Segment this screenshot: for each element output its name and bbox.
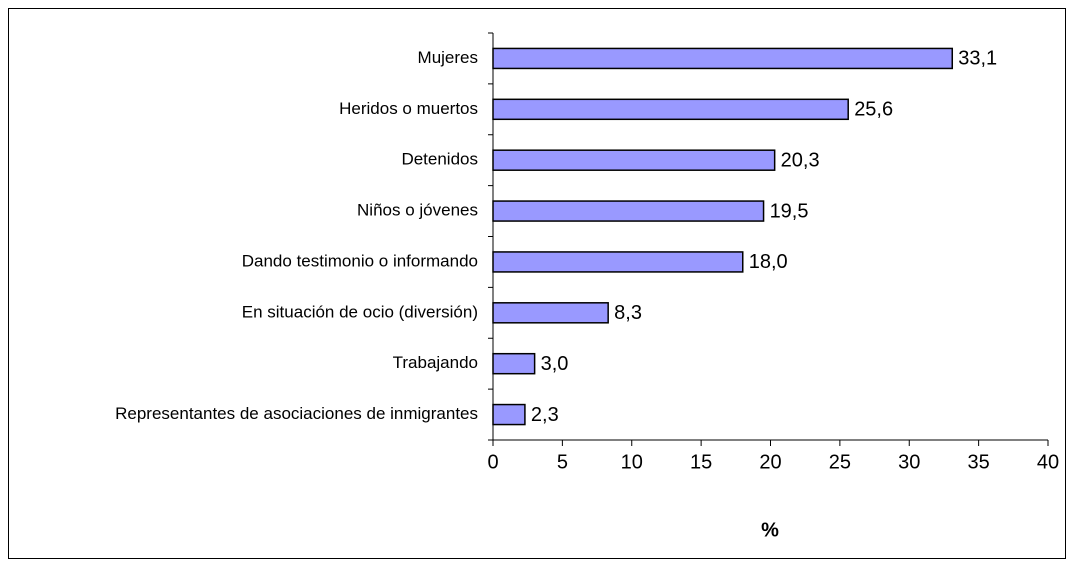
y-tick-label: Representantes de asociaciones de inmigr… [115,404,478,423]
x-tick-label: 5 [557,451,568,473]
bar [492,352,536,375]
x-tick-label: 20 [759,451,781,473]
y-tick-label: Trabajando [393,353,478,372]
value-label: 3,0 [541,353,569,375]
x-tick-label: 0 [487,451,498,473]
y-tick-label: Detenidos [401,150,478,169]
x-tick-label: 10 [621,451,643,473]
value-label: 33,1 [958,48,997,70]
value-label: 19,5 [770,200,809,222]
x-tick-label: 30 [898,451,920,473]
value-label: 18,0 [749,251,788,273]
value-label: 25,6 [854,99,893,121]
chart-border [8,8,1066,559]
x-tick-label: 15 [690,451,712,473]
x-tick-label: 35 [968,451,990,473]
x-tick-label: 25 [829,451,851,473]
bar [492,149,776,171]
value-label: 8,3 [614,302,642,324]
bar [492,200,765,222]
x-axis-label: % [761,519,779,541]
bar [492,403,526,426]
value-label: 2,3 [531,404,559,426]
bar [492,302,609,324]
y-tick-label: Dando testimonio o informando [242,251,478,270]
y-tick-label: Heridos o muertos [339,99,478,118]
y-tick-label: Mujeres [418,48,478,67]
x-tick-label: 40 [1037,451,1059,473]
y-tick-label: En situación de ocio (diversión) [242,302,478,321]
bar [492,98,849,121]
bar [492,47,954,70]
bar [492,251,744,273]
value-label: 20,3 [781,149,820,171]
y-tick-label: Niños o jóvenes [357,201,478,220]
